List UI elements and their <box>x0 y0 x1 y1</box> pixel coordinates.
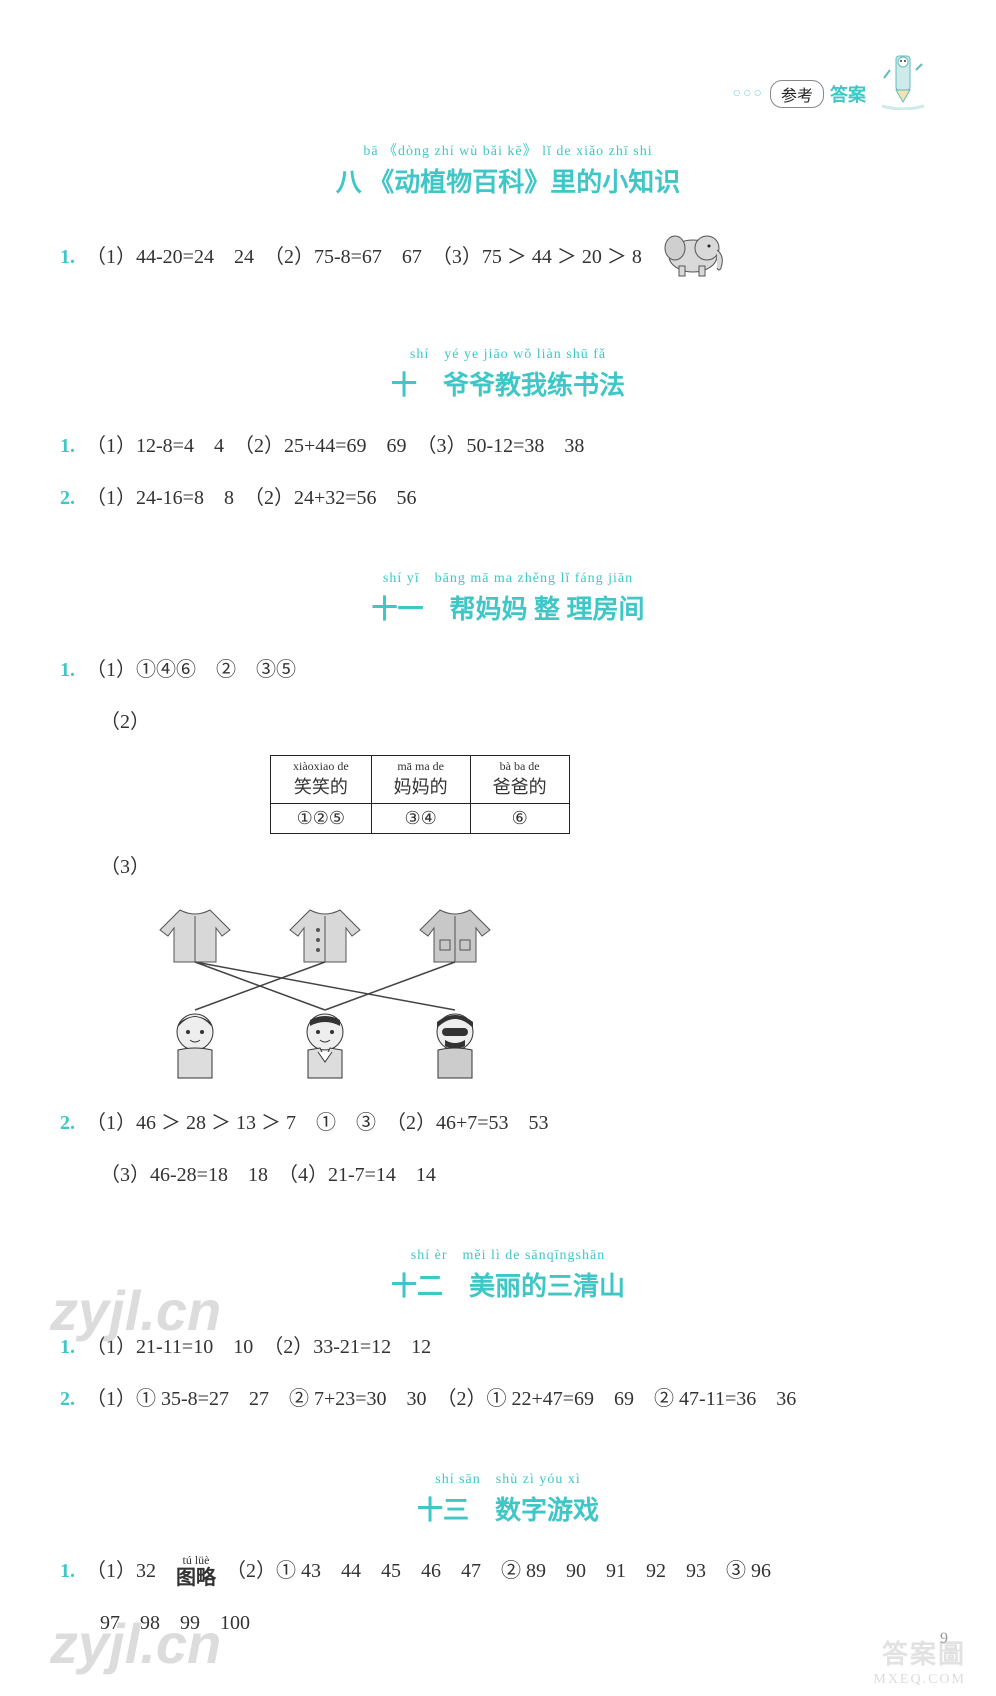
answer-text: （1）21-11=10 10 （2）33-21=12 12 <box>86 1336 431 1358</box>
question-number: 2. <box>60 1112 75 1134</box>
pencil-mascot-icon <box>880 50 926 110</box>
answer-line: 97 98 99 100 <box>100 1604 956 1642</box>
jacket-icon <box>290 910 360 962</box>
table-cell: ⑥ <box>470 804 569 834</box>
question-number: 1. <box>60 1336 75 1358</box>
jacket-icon <box>420 910 490 962</box>
section-hanzi: 十一 帮妈妈 整 理房间 <box>371 595 644 624</box>
answer-text: （1）24-16=8 8 （2）24+32=56 56 <box>86 487 417 509</box>
section-pinyin: bā 《dòng zhí wù bǎi kē》 lǐ de xiǎo zhī s… <box>60 140 956 160</box>
answer-line: 1. （1）21-11=10 10 （2）33-21=12 12 <box>60 1328 956 1366</box>
section-pinyin: shí sān shù zì yóu xì <box>60 1468 956 1488</box>
answer-line: 1. （1）①④⑥ ② ③⑤ <box>60 651 956 689</box>
header-answer: 答案 <box>830 81 866 107</box>
footer-badge-sub: MXEQ.COM <box>873 1672 966 1688</box>
person-icon <box>307 1014 343 1078</box>
jacket-icon <box>160 910 230 962</box>
answer-text: （1）12-8=4 4 （2）25+44=69 69 （3）50-12=38 3… <box>86 435 584 457</box>
question-number: 1. <box>60 1560 75 1582</box>
answer-line: （3）46-28=18 18 （4）21-7=14 14 <box>100 1156 956 1194</box>
question-number: 1. <box>60 435 75 457</box>
section-pinyin: shí èr měi lì de sānqīngshān <box>60 1244 956 1264</box>
table-header-cell: mā ma de 妈妈的 <box>371 756 470 804</box>
answer-line: （2） <box>100 703 956 741</box>
answer-text: （1）46 ＞ 28 ＞ 13 ＞ 7 ① ③ （2）46+7=53 53 <box>86 1112 549 1134</box>
answer-text: 97 98 99 100 <box>100 1612 250 1634</box>
header-dots: ○○○ <box>733 86 764 102</box>
person-icon <box>437 1014 473 1078</box>
section-title-12: shí èr měi lì de sānqīngshān 十二 美丽的三清山 <box>60 1244 956 1303</box>
section-pinyin: shí yī bāng mā ma zhěng lǐ fáng jiān <box>60 567 956 587</box>
answer-line: （3） <box>100 848 956 886</box>
table-header-cell: xiàoxiao de 笑笑的 <box>271 756 372 804</box>
answer-text: （3） <box>100 856 150 878</box>
footer-badge: 答案圖 <box>882 1634 966 1671</box>
section-hanzi: 十二 美丽的三清山 <box>391 1272 625 1301</box>
matching-diagram <box>140 900 560 1090</box>
answer-line: 1. （1）44-20=24 24 （2）75-8=67 67 （3）75 ＞ … <box>60 224 956 293</box>
answer-text: （1）① 35-8=27 27 ② 7+23=30 30 （2）① 22+47=… <box>86 1388 796 1410</box>
table-header-cell: bà ba de 爸爸的 <box>470 756 569 804</box>
page-number: 9 <box>940 1630 948 1648</box>
answer-line: 2. （1）46 ＞ 28 ＞ 13 ＞ 7 ① ③ （2）46+7=53 53 <box>60 1104 956 1142</box>
classification-table: xiàoxiao de 笑笑的 mā ma de 妈妈的 bà ba de 爸爸… <box>270 755 570 834</box>
section-hanzi: 十三 数字游戏 <box>417 1496 599 1525</box>
person-icon <box>177 1014 213 1078</box>
section-title-13: shí sān shù zì yóu xì 十三 数字游戏 <box>60 1468 956 1527</box>
answer-line: 1. （1）12-8=4 4 （2）25+44=69 69 （3）50-12=3… <box>60 427 956 465</box>
section-title-11: shí yī bāng mā ma zhěng lǐ fáng jiān 十一 … <box>60 567 956 626</box>
header-pill: 参考 <box>770 80 824 108</box>
table-cell: ①②⑤ <box>271 804 372 834</box>
answer-line: 1. （1）32 tú lüè图略 （2）① 43 44 45 46 47 ② … <box>60 1552 956 1590</box>
elephant-icon <box>655 224 727 293</box>
section-title-10: shí yé ye jiāo wǒ liàn shū fǎ 十 爷爷教我练书法 <box>60 343 956 402</box>
section-hanzi: 八 《动植物百科》里的小知识 <box>336 168 681 197</box>
question-number: 2. <box>60 487 75 509</box>
section-title-8: bā 《dòng zhí wù bǎi kē》 lǐ de xiǎo zhī s… <box>60 140 956 199</box>
table-cell: ③④ <box>371 804 470 834</box>
answer-text: （2） <box>100 711 150 733</box>
answer-text-after: （2）① 43 44 45 46 47 ② 89 90 91 92 93 ③ 9… <box>216 1560 771 1582</box>
answer-text: （1）①④⑥ ② ③⑤ <box>86 659 296 681</box>
answer-text: （1）44-20=24 24 （2）75-8=67 67 （3）75 ＞ 44 … <box>86 246 642 268</box>
answer-line: 2. （1）24-16=8 8 （2）24+32=56 56 <box>60 479 956 517</box>
header-label: ○○○ 参考 答案 <box>733 80 866 108</box>
answer-line: 2. （1）① 35-8=27 27 ② 7+23=30 30 （2）① 22+… <box>60 1380 956 1418</box>
answer-text: （1）32 <box>86 1560 176 1582</box>
section-pinyin: shí yé ye jiāo wǒ liàn shū fǎ <box>60 343 956 363</box>
question-number: 1. <box>60 246 75 268</box>
question-number: 2. <box>60 1388 75 1410</box>
ruby-word: tú lüè图略 <box>176 1554 216 1590</box>
question-number: 1. <box>60 659 75 681</box>
section-hanzi: 十 爷爷教我练书法 <box>391 371 625 400</box>
answer-text: （3）46-28=18 18 （4）21-7=14 14 <box>100 1164 436 1186</box>
